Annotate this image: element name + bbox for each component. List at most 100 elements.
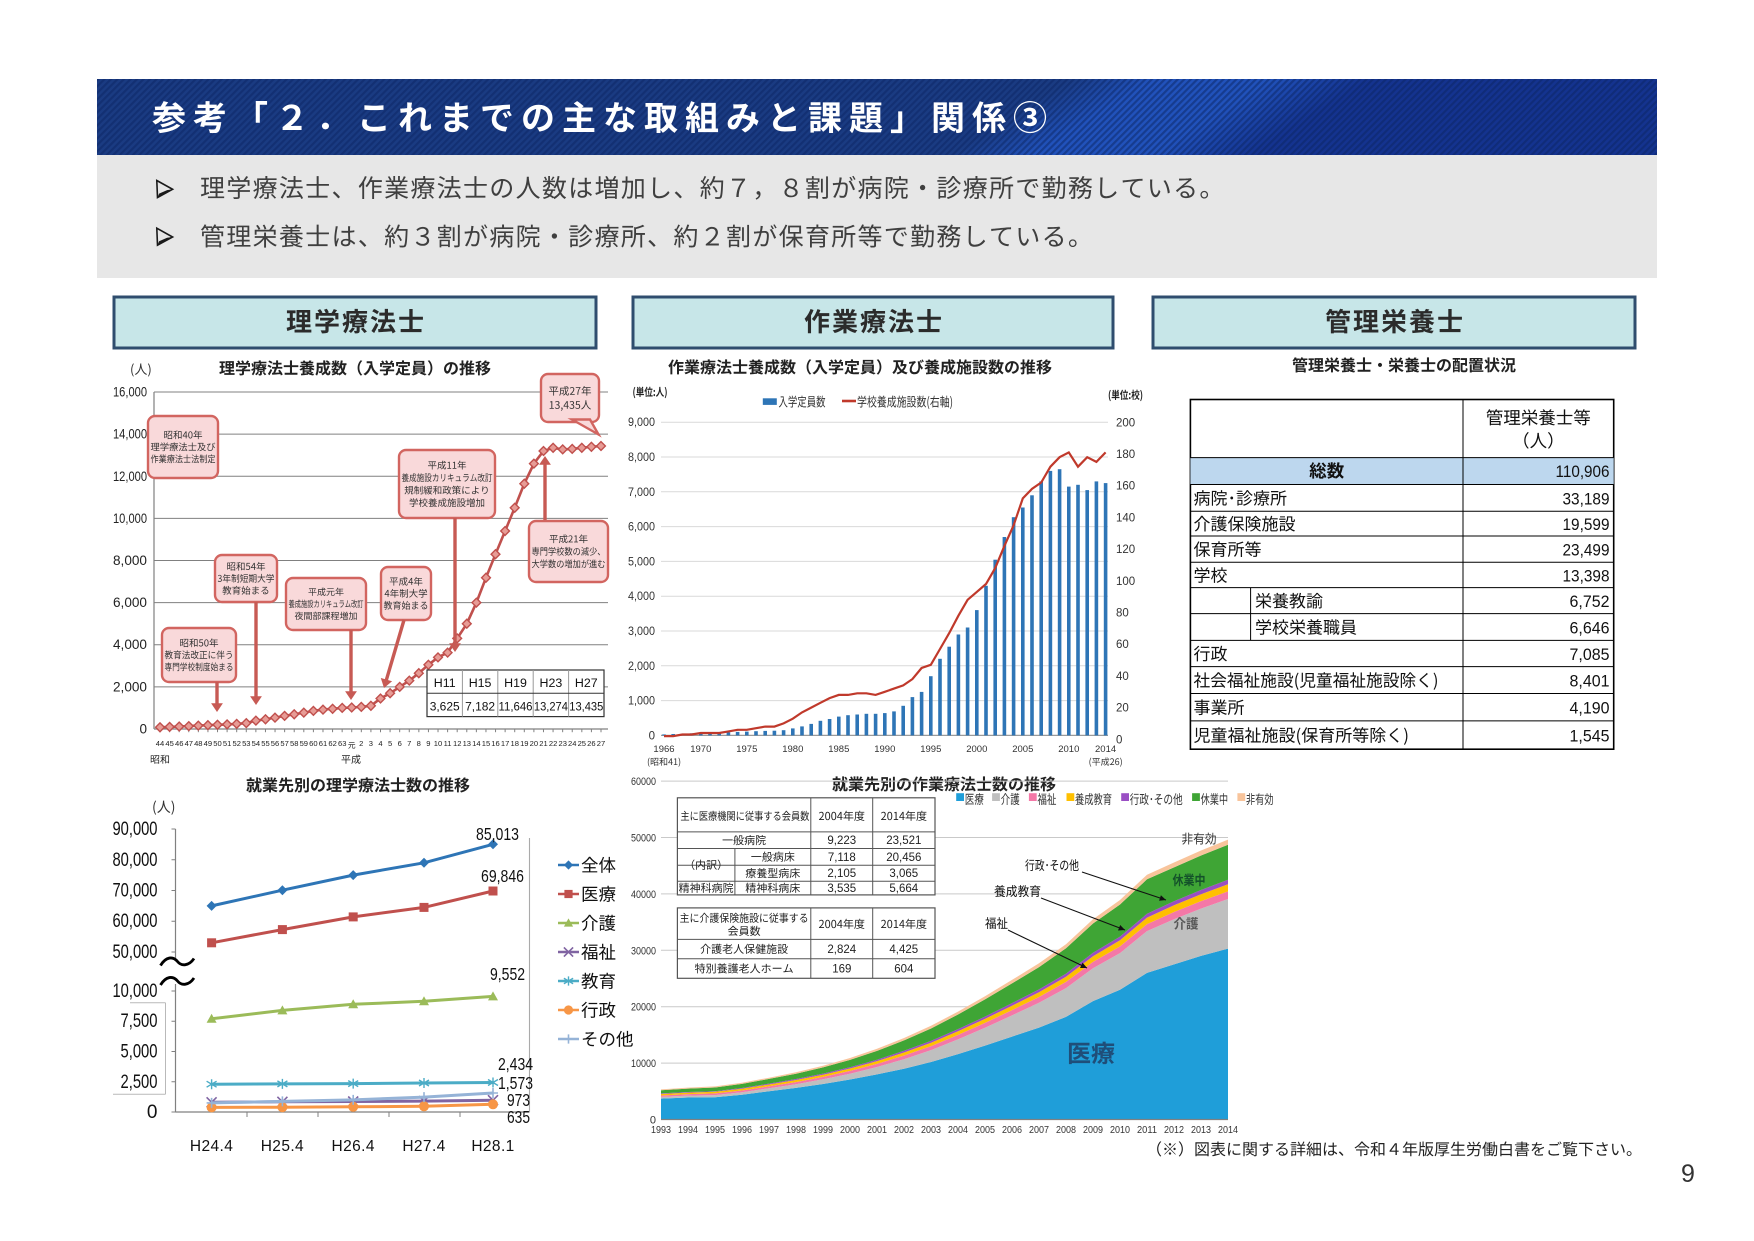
svg-text:4,000: 4,000 xyxy=(628,591,655,603)
svg-text:21: 21 xyxy=(539,739,547,748)
svg-text:40000: 40000 xyxy=(631,889,656,901)
svg-text:4,425: 4,425 xyxy=(889,944,918,956)
svg-text:5,000: 5,000 xyxy=(628,556,655,568)
svg-text:5: 5 xyxy=(388,739,392,748)
svg-text:19: 19 xyxy=(520,739,528,748)
svg-text:13,435: 13,435 xyxy=(569,699,603,713)
svg-text:2007: 2007 xyxy=(1029,1124,1049,1136)
svg-text:973: 973 xyxy=(507,1090,530,1110)
svg-text:1975: 1975 xyxy=(736,744,757,755)
svg-text:13,274: 13,274 xyxy=(534,699,568,713)
svg-text:50: 50 xyxy=(213,739,221,748)
svg-text:1,573: 1,573 xyxy=(498,1073,533,1093)
svg-text:50,000: 50,000 xyxy=(113,942,158,963)
svg-text:20000: 20000 xyxy=(631,1002,656,1014)
svg-text:1990: 1990 xyxy=(874,744,895,755)
svg-text:20,456: 20,456 xyxy=(886,852,921,864)
svg-text:57: 57 xyxy=(280,739,288,748)
svg-text:4,190: 4,190 xyxy=(1570,700,1610,718)
svg-text:58: 58 xyxy=(290,739,298,748)
svg-text:8,000: 8,000 xyxy=(113,553,147,568)
svg-text:7,500: 7,500 xyxy=(121,1011,158,1032)
svg-text:1997: 1997 xyxy=(759,1124,779,1136)
svg-text:54: 54 xyxy=(252,739,260,748)
svg-text:55: 55 xyxy=(261,739,269,748)
svg-text:10000: 10000 xyxy=(631,1058,656,1070)
svg-text:2,500: 2,500 xyxy=(121,1072,158,1093)
svg-text:45: 45 xyxy=(165,739,173,748)
svg-text:60,000: 60,000 xyxy=(113,911,158,932)
svg-text:2,434: 2,434 xyxy=(498,1054,533,1074)
svg-text:1995: 1995 xyxy=(705,1124,725,1136)
svg-text:40: 40 xyxy=(1116,671,1129,683)
svg-text:7: 7 xyxy=(407,739,411,748)
svg-text:1980: 1980 xyxy=(782,744,803,755)
svg-text:13: 13 xyxy=(463,739,471,748)
svg-text:8,401: 8,401 xyxy=(1570,673,1610,691)
svg-text:169: 169 xyxy=(832,964,851,976)
svg-text:120: 120 xyxy=(1116,544,1135,556)
svg-text:2,000: 2,000 xyxy=(628,661,655,673)
svg-text:23: 23 xyxy=(558,739,566,748)
svg-text:H28.1: H28.1 xyxy=(471,1138,514,1155)
svg-text:1995: 1995 xyxy=(920,744,941,755)
svg-text:3,065: 3,065 xyxy=(889,868,918,880)
svg-text:160: 160 xyxy=(1116,481,1135,493)
svg-text:52: 52 xyxy=(232,739,240,748)
svg-text:H15: H15 xyxy=(469,676,492,690)
svg-text:6,646: 6,646 xyxy=(1570,620,1610,638)
svg-text:H27.4: H27.4 xyxy=(402,1138,445,1155)
svg-text:7,000: 7,000 xyxy=(628,487,655,499)
svg-text:1999: 1999 xyxy=(813,1124,833,1136)
svg-text:2012: 2012 xyxy=(1164,1124,1184,1136)
svg-text:63: 63 xyxy=(338,739,346,748)
svg-text:H27: H27 xyxy=(575,676,598,690)
svg-text:20: 20 xyxy=(530,739,538,748)
svg-text:110,906: 110,906 xyxy=(1556,463,1610,481)
svg-text:0: 0 xyxy=(1116,734,1122,746)
svg-text:2001: 2001 xyxy=(867,1124,887,1136)
svg-text:80,000: 80,000 xyxy=(113,850,158,871)
svg-text:2003: 2003 xyxy=(921,1124,941,1136)
svg-text:H11: H11 xyxy=(434,676,456,690)
svg-text:2000: 2000 xyxy=(840,1124,860,1136)
svg-text:8,000: 8,000 xyxy=(628,452,655,464)
svg-text:10,000: 10,000 xyxy=(113,511,147,526)
svg-text:10: 10 xyxy=(434,739,442,748)
svg-text:23,499: 23,499 xyxy=(1563,542,1610,560)
svg-text:26: 26 xyxy=(587,739,595,748)
svg-text:1998: 1998 xyxy=(786,1124,806,1136)
svg-text:1966: 1966 xyxy=(653,744,674,755)
svg-text:H24.4: H24.4 xyxy=(190,1138,233,1155)
svg-text:H23: H23 xyxy=(540,676,563,690)
svg-text:2,824: 2,824 xyxy=(827,944,856,956)
svg-text:56: 56 xyxy=(271,739,279,748)
svg-text:9,000: 9,000 xyxy=(628,417,655,429)
svg-text:635: 635 xyxy=(507,1107,530,1127)
svg-text:4: 4 xyxy=(378,739,382,748)
svg-text:7,085: 7,085 xyxy=(1570,646,1610,664)
svg-text:2002: 2002 xyxy=(894,1124,914,1136)
svg-text:5,664: 5,664 xyxy=(889,883,918,895)
svg-text:H26.4: H26.4 xyxy=(332,1138,375,1155)
svg-text:18: 18 xyxy=(510,739,518,748)
svg-text:60000: 60000 xyxy=(631,776,656,788)
svg-text:47: 47 xyxy=(185,739,193,748)
svg-text:2014: 2014 xyxy=(1095,744,1116,755)
svg-text:1994: 1994 xyxy=(678,1124,698,1136)
svg-text:49: 49 xyxy=(204,739,212,748)
svg-text:2006: 2006 xyxy=(1002,1124,1022,1136)
svg-text:14: 14 xyxy=(472,739,480,748)
svg-text:2,000: 2,000 xyxy=(113,679,147,694)
svg-text:0: 0 xyxy=(649,730,655,742)
svg-text:6,752: 6,752 xyxy=(1570,593,1610,611)
svg-text:2008: 2008 xyxy=(1056,1124,1076,1136)
svg-text:27: 27 xyxy=(597,739,605,748)
svg-text:23,521: 23,521 xyxy=(886,835,921,847)
svg-text:12: 12 xyxy=(453,739,461,748)
svg-text:25: 25 xyxy=(578,739,586,748)
svg-text:11: 11 xyxy=(444,739,452,748)
svg-text:14,000: 14,000 xyxy=(113,427,147,442)
svg-text:2009: 2009 xyxy=(1083,1124,1103,1136)
svg-text:17: 17 xyxy=(501,739,509,748)
